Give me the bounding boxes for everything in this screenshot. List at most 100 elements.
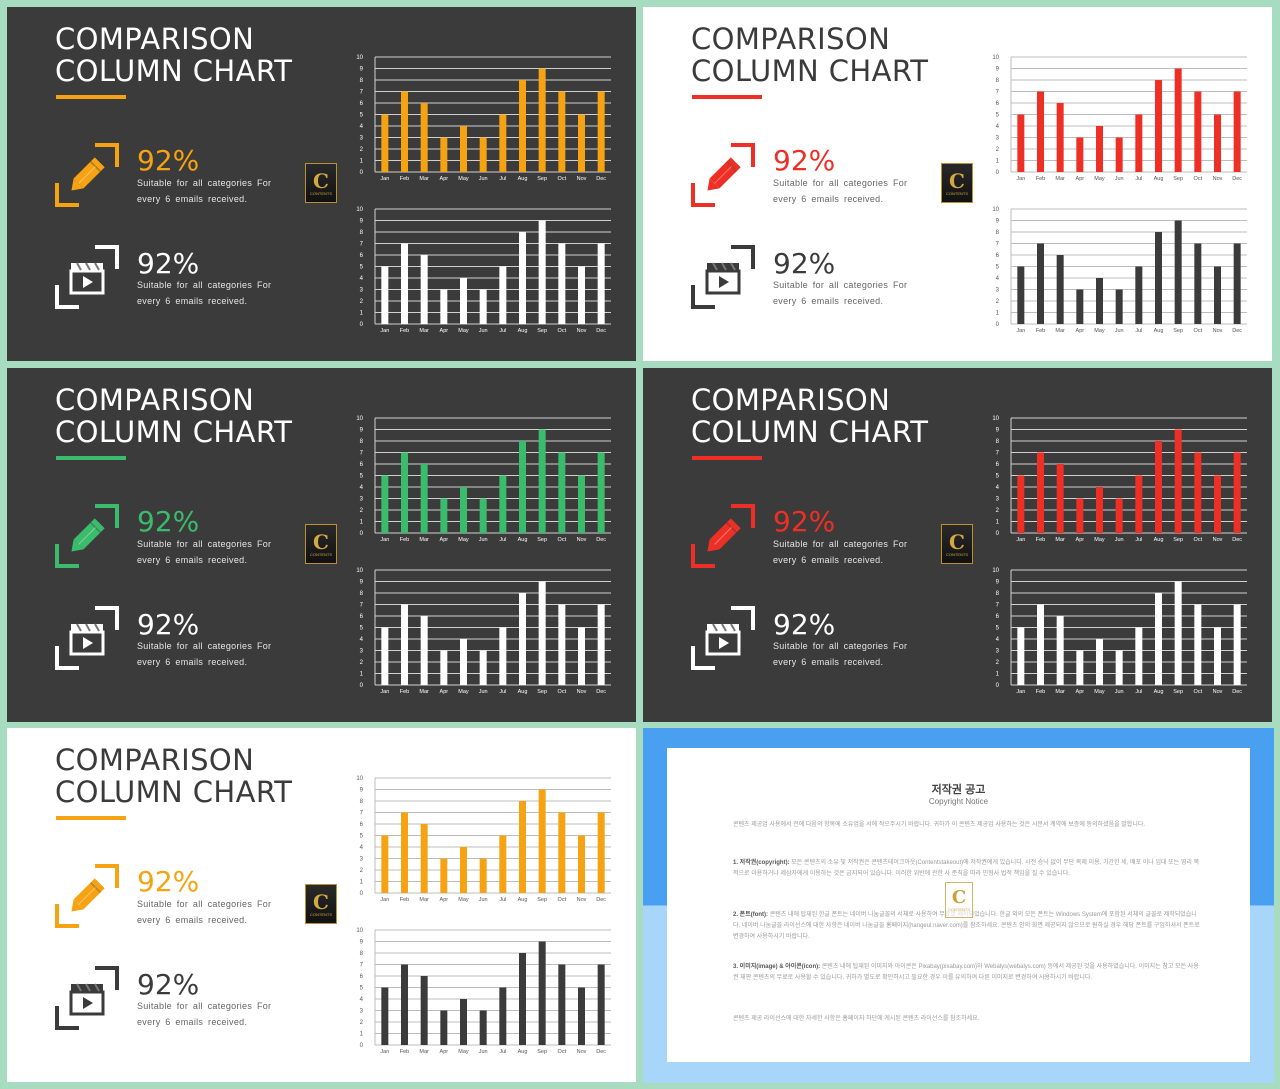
y-tick-label: 5 xyxy=(996,474,1000,480)
x-tick-label: Jun xyxy=(479,328,488,334)
x-tick-label: Jan xyxy=(380,897,389,903)
column-chart-top: 0 1 2 3 4 5 6 7 8 9 10 Jan Feb Mar Apr May Jun Jul Aug Sep O… xyxy=(992,55,1247,182)
x-tick-label: May xyxy=(458,328,469,334)
x-tick-label: Jan xyxy=(1016,537,1025,543)
bar-apr xyxy=(440,650,448,685)
y-tick-label: 9 xyxy=(360,580,364,586)
bar-dec xyxy=(1233,91,1241,172)
y-tick-label: 9 xyxy=(360,788,364,794)
x-tick-label: Oct xyxy=(1194,689,1203,695)
bar-sep xyxy=(1174,68,1182,172)
bar-apr xyxy=(440,498,448,533)
bar-mar xyxy=(420,616,428,685)
bar-jul xyxy=(499,987,507,1045)
y-tick-label: 0 xyxy=(996,170,1000,176)
y-tick-label: 6 xyxy=(996,462,1000,468)
bar-jun xyxy=(1115,137,1123,172)
bar-mar xyxy=(420,464,428,533)
stat-bottom-value: 92% xyxy=(137,247,200,280)
bar-nov xyxy=(1214,627,1221,685)
y-tick-label: 4 xyxy=(360,997,364,1003)
y-tick-label: 2 xyxy=(360,660,364,666)
x-tick-label: Jan xyxy=(380,689,389,695)
stat-bottom-description: Suitable for all categories For every 6 e… xyxy=(773,277,907,309)
bar-sep xyxy=(538,429,546,533)
title-accent-bar xyxy=(56,456,126,460)
bar-mar xyxy=(420,824,428,893)
y-tick-label: 10 xyxy=(356,207,363,213)
bar-nov xyxy=(578,835,585,893)
y-tick-label: 6 xyxy=(996,614,1000,620)
bar-jan xyxy=(381,987,389,1045)
y-tick-label: 3 xyxy=(360,136,364,142)
x-tick-label: Sep xyxy=(1173,537,1183,543)
y-tick-label: 6 xyxy=(360,101,364,107)
stat-desc-line-1: Suitable for all categories For xyxy=(137,641,272,651)
bar-mar xyxy=(1056,255,1064,324)
y-tick-label: 2 xyxy=(360,1020,364,1026)
y-tick-label: 4 xyxy=(360,637,364,643)
logo-text: CONTENTS xyxy=(946,190,968,196)
y-tick-label: 2 xyxy=(360,868,364,874)
stat-top-description: Suitable for all categories For every 6 e… xyxy=(137,175,271,207)
y-tick-label: 2 xyxy=(996,508,1000,514)
x-tick-label: May xyxy=(1094,328,1105,334)
bar-sep xyxy=(538,220,546,324)
column-chart-top: 0 1 2 3 4 5 6 7 8 9 10 Jan Feb Mar Apr May Jun Jul Aug Sep O… xyxy=(356,416,611,543)
notice-section-body: 모든 콘텐츠의 소유 및 저작권은 콘텐츠테이크아웃(Contentstakeo… xyxy=(733,860,1200,877)
notice-section-body: 콘텐츠 내에 탑재된 한글 폰트는 네이버 나눔글꼴의 서체로 사용하여 무료로… xyxy=(733,912,1200,940)
y-tick-label: 0 xyxy=(360,683,364,689)
y-tick-label: 3 xyxy=(996,136,1000,142)
title-line-1: COMPARISON xyxy=(55,22,255,56)
bar-jul xyxy=(499,835,507,893)
y-tick-label: 1 xyxy=(360,880,364,886)
y-tick-label: 1 xyxy=(360,159,364,165)
bar-aug xyxy=(519,80,526,172)
y-tick-label: 8 xyxy=(360,230,364,236)
y-tick-label: 1 xyxy=(996,520,1000,526)
stat-desc-line-2: every 6 emails received. xyxy=(773,555,884,565)
title-line-1: COMPARISON xyxy=(55,383,255,417)
y-tick-label: 0 xyxy=(360,531,364,537)
column-chart-bottom: 0 1 2 3 4 5 6 7 8 9 10 Jan Feb Mar Apr May Jun Jul Aug Sep O… xyxy=(992,207,1247,334)
notice-title: 저작권 공고 xyxy=(931,784,986,796)
stat-top-description: Suitable for all categories For every 6 e… xyxy=(137,536,271,568)
y-tick-label: 0 xyxy=(360,322,364,328)
bar-dec xyxy=(1233,604,1241,685)
x-tick-label: Mar xyxy=(419,328,429,334)
stat-bottom-description: Suitable for all categories For every 6 e… xyxy=(773,638,907,670)
slide-title: COMPARISON COLUMN CHART xyxy=(55,384,292,448)
bar-aug xyxy=(519,441,526,533)
bar-mar xyxy=(1056,103,1064,172)
bar-sep xyxy=(538,941,546,1045)
y-tick-label: 2 xyxy=(996,147,1000,153)
y-tick-label: 2 xyxy=(360,508,364,514)
y-tick-label: 6 xyxy=(360,462,364,468)
stat-bottom-value: 92% xyxy=(137,968,200,1001)
y-tick-label: 5 xyxy=(996,113,1000,119)
y-tick-label: 3 xyxy=(360,857,364,863)
x-tick-label: Jan xyxy=(1016,689,1025,695)
x-tick-label: Oct xyxy=(1194,537,1203,543)
y-tick-label: 9 xyxy=(360,67,364,73)
bar-jun xyxy=(1115,289,1123,324)
x-tick-label: Sep xyxy=(537,537,547,543)
y-tick-label: 8 xyxy=(996,230,1000,236)
x-tick-label: Sep xyxy=(537,897,547,903)
stat-desc-line-2: every 6 emails received. xyxy=(137,657,248,667)
slide-title: COMPARISON COLUMN CHART xyxy=(55,23,292,87)
bar-apr xyxy=(440,289,448,324)
bar-nov xyxy=(578,266,585,324)
y-tick-label: 0 xyxy=(996,322,1000,328)
stat-top-value: 92% xyxy=(137,144,200,177)
y-tick-label: 5 xyxy=(360,474,364,480)
x-tick-label: Feb xyxy=(400,176,409,182)
bar-apr xyxy=(1076,498,1084,533)
slide-title: COMPARISON COLUMN CHART xyxy=(691,23,928,87)
bar-apr xyxy=(1076,137,1084,172)
y-tick-label: 6 xyxy=(360,822,364,828)
notice-section-heading: 3. 이미지(image) & 아이콘(icon): xyxy=(733,964,821,970)
bar-jul xyxy=(499,627,507,685)
stat-top-description: Suitable for all categories For every 6 e… xyxy=(773,175,907,207)
bar-aug xyxy=(1155,80,1162,172)
